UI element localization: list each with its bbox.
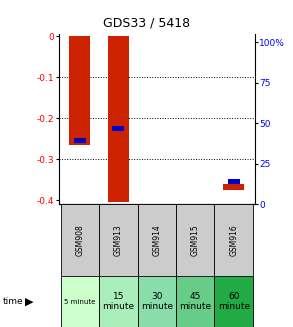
Bar <box>223 184 244 190</box>
Bar <box>99 204 137 276</box>
Bar <box>99 276 137 327</box>
Text: 15
minute: 15 minute <box>102 292 134 311</box>
Bar <box>113 126 124 131</box>
Text: 5 minute: 5 minute <box>64 299 96 305</box>
Text: GDS33 / 5418: GDS33 / 5418 <box>103 16 190 29</box>
Bar <box>74 138 86 143</box>
Bar <box>214 276 253 327</box>
Bar <box>137 204 176 276</box>
Bar <box>176 276 214 327</box>
Text: GSM908: GSM908 <box>75 224 84 256</box>
Bar <box>108 36 129 202</box>
Bar <box>61 276 99 327</box>
Bar <box>137 276 176 327</box>
Text: 60
minute: 60 minute <box>218 292 250 311</box>
Text: GSM916: GSM916 <box>229 224 238 256</box>
Text: GSM914: GSM914 <box>152 224 161 256</box>
Bar <box>61 204 99 276</box>
Bar <box>214 204 253 276</box>
Text: ▶: ▶ <box>25 297 34 307</box>
Bar <box>176 204 214 276</box>
Text: 45
minute: 45 minute <box>179 292 211 311</box>
Bar <box>69 36 90 145</box>
Bar <box>228 180 240 184</box>
Text: GSM913: GSM913 <box>114 224 123 256</box>
Text: 30
minute: 30 minute <box>141 292 173 311</box>
Text: GSM915: GSM915 <box>191 224 200 256</box>
Text: time: time <box>3 297 23 306</box>
